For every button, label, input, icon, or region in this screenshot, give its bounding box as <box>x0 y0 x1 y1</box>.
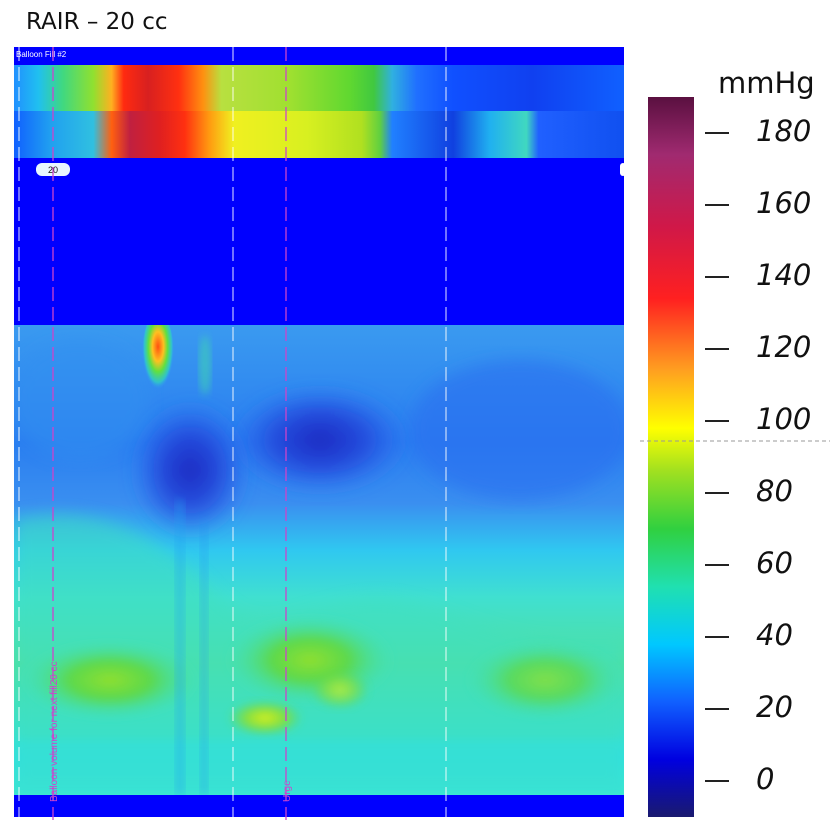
colorbar-tick-label: 80 <box>756 474 793 508</box>
colorbar-tick-label: 40 <box>756 618 793 652</box>
colorbar-tick-mark <box>705 780 729 782</box>
colorbar-tick-label: 180 <box>756 114 812 148</box>
figure-title: RAIR – 20 cc <box>26 9 168 35</box>
saturated-region <box>14 158 624 325</box>
edge-marker <box>620 163 626 176</box>
colorbar-tick-mark <box>705 276 729 278</box>
sensor-row-2 <box>14 111 624 158</box>
main-heatmap <box>14 325 624 795</box>
colorbar-tick-mark <box>705 420 729 422</box>
sensor-row-1 <box>14 65 624 111</box>
colorbar-tick-label: 140 <box>756 258 812 292</box>
colorbar-tick-label: 100 <box>756 402 812 436</box>
colorbar-tick-label: 60 <box>756 546 793 580</box>
panel-footer-strip <box>14 795 624 817</box>
urge-marker-label: Urge <box>282 780 293 802</box>
colorbar-tick-label: 120 <box>756 330 812 364</box>
colorbar-tick-mark <box>705 708 729 710</box>
colorbar-tick-mark <box>705 348 729 350</box>
colorbar <box>648 97 694 817</box>
panel-label: Balloon Fill #2 <box>16 50 67 59</box>
colorbar-unit-label: mmHg <box>718 66 815 100</box>
panel-dividers <box>18 47 447 817</box>
colorbar-tick-mark <box>705 132 729 134</box>
colorbar-tick-label: 20 <box>756 690 793 724</box>
colorbar-tick-mark <box>705 204 729 206</box>
colorbar-tick-mark <box>705 636 729 638</box>
balloon-volume-marker-label: Balloon volume for next fill20 cc <box>49 661 60 802</box>
panel-header-strip <box>14 47 624 65</box>
colorbar-tick-mark <box>705 564 729 566</box>
colorbar-tick-label: 0 <box>756 762 775 796</box>
colorbar-tick-mark <box>705 492 729 494</box>
colorbar-tick-label: 160 <box>756 186 812 220</box>
